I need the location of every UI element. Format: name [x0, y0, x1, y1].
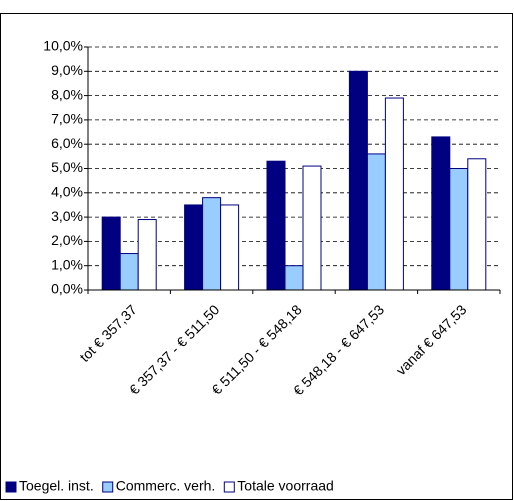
y-tick-label: 1,0%	[51, 256, 83, 272]
bar	[302, 165, 322, 291]
bar	[366, 153, 386, 291]
legend-marker	[5, 481, 17, 493]
y-tick-label: 4,0%	[51, 184, 83, 200]
y-tick-label: 6,0%	[51, 135, 83, 151]
bar	[119, 253, 139, 291]
bar	[431, 136, 451, 291]
legend-label: Commerc. verh.	[116, 478, 216, 494]
bar	[266, 160, 286, 291]
bar	[220, 204, 240, 291]
y-tick-label: 9,0%	[51, 62, 83, 78]
bar	[348, 70, 368, 291]
y-tick-label: 10,0%	[43, 38, 83, 54]
legend-marker	[102, 481, 114, 493]
y-tick-label: 0,0%	[51, 281, 83, 297]
bar	[202, 197, 222, 291]
bar	[284, 265, 304, 291]
y-tick-label: 8,0%	[51, 86, 83, 102]
legend-label: Totale voorraad	[237, 478, 334, 494]
legend-label: Toegel. inst.	[19, 478, 94, 494]
y-tick-label: 5,0%	[51, 159, 83, 175]
bar	[101, 216, 121, 291]
y-tick-label: 2,0%	[51, 232, 83, 248]
y-tick-label: 3,0%	[51, 208, 83, 224]
y-tick-label: 7,0%	[51, 111, 83, 127]
bar	[384, 97, 404, 291]
bar	[137, 219, 157, 291]
chart-frame	[0, 13, 513, 500]
bar	[449, 168, 469, 291]
legend-marker	[223, 481, 235, 493]
bar	[184, 204, 204, 291]
bar	[467, 158, 487, 291]
